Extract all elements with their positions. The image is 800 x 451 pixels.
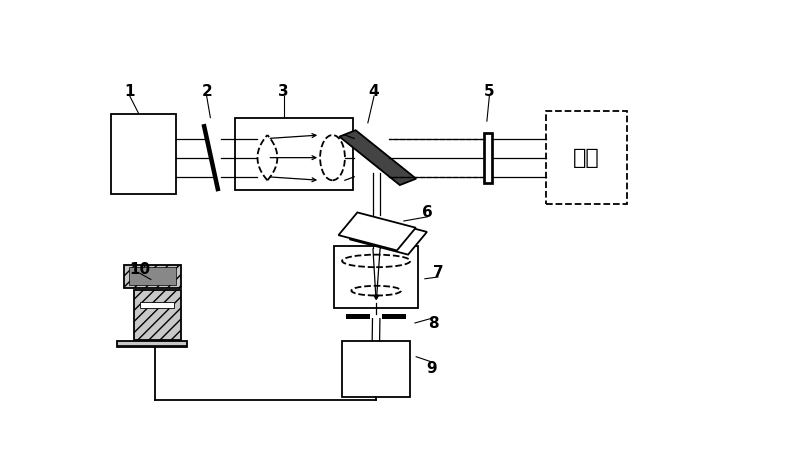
- Bar: [342, 341, 410, 397]
- Polygon shape: [338, 213, 416, 251]
- Text: 6: 6: [422, 205, 433, 220]
- Text: 8: 8: [428, 316, 439, 331]
- Bar: [129, 268, 176, 286]
- Bar: [118, 341, 187, 348]
- Text: 3: 3: [278, 84, 289, 99]
- Text: 4: 4: [369, 84, 379, 99]
- Text: 7: 7: [433, 265, 443, 280]
- Text: 试品: 试品: [574, 148, 600, 168]
- Text: 10: 10: [130, 261, 151, 276]
- Bar: [235, 119, 353, 190]
- Bar: [134, 290, 181, 341]
- Bar: [382, 314, 406, 319]
- Text: 9: 9: [426, 360, 437, 375]
- Text: 2: 2: [202, 84, 212, 99]
- Text: 1: 1: [125, 84, 135, 99]
- Polygon shape: [339, 131, 416, 186]
- Bar: [123, 265, 181, 289]
- Polygon shape: [350, 217, 427, 255]
- Bar: [346, 314, 370, 319]
- Bar: [485, 133, 492, 183]
- Text: 5: 5: [484, 84, 494, 99]
- Bar: [334, 247, 418, 308]
- Bar: [546, 112, 627, 204]
- Bar: [111, 115, 176, 195]
- Bar: [140, 303, 174, 308]
